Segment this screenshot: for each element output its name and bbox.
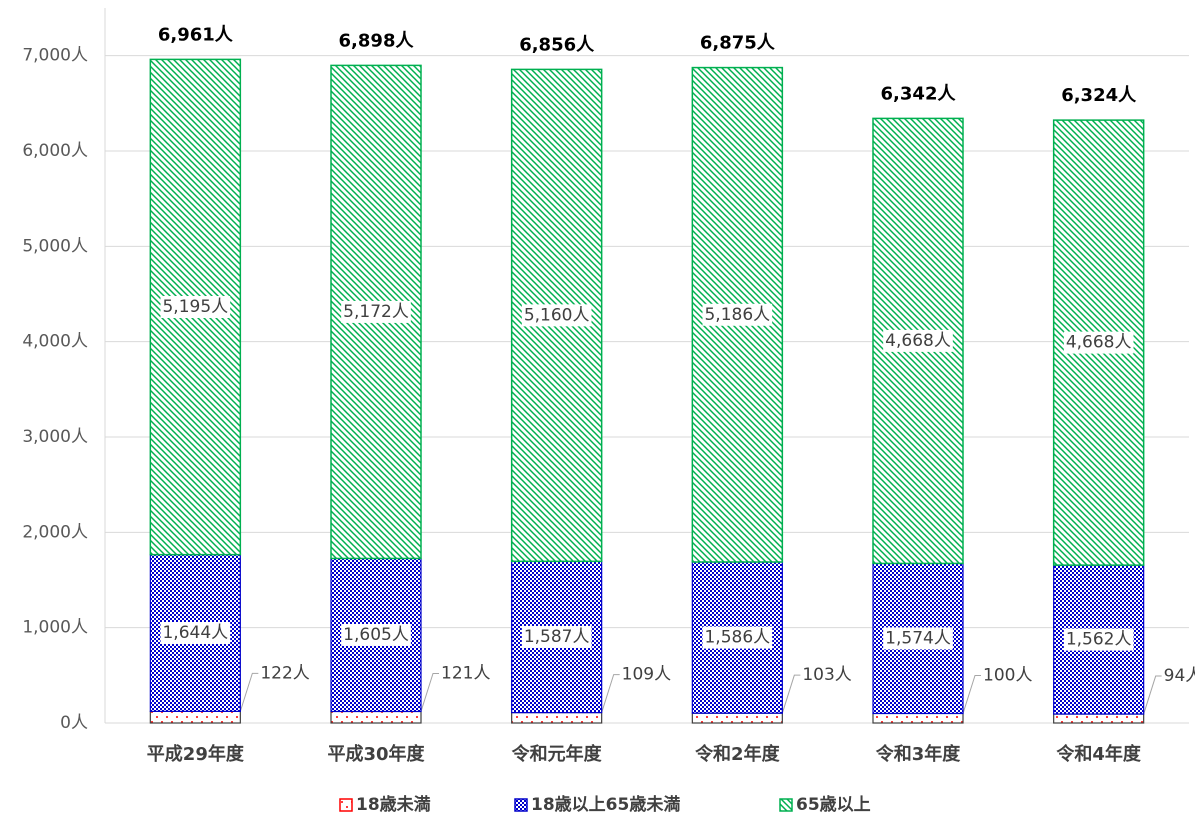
- bar-segment: [511, 712, 603, 724]
- total-label: 6,324人: [1061, 85, 1137, 106]
- data-label: 4,668人: [885, 331, 951, 351]
- x-tick-label: 平成29年度: [147, 743, 245, 765]
- total-label: 6,961人: [158, 24, 234, 45]
- legend-swatch: [514, 798, 528, 812]
- y-tick-label: 0人: [60, 713, 88, 733]
- y-tick-label: 2,000人: [22, 522, 88, 542]
- data-label-bg: [883, 627, 953, 650]
- bar-segment: [872, 712, 964, 724]
- leader-line: [420, 672, 439, 712]
- legend-label: 18歳以上65歳未満: [531, 794, 680, 815]
- bar-segment: [691, 712, 783, 724]
- x-tick-label: 令和2年度: [694, 743, 781, 765]
- legend-swatch: [779, 798, 793, 812]
- y-tick-label: 1,000人: [22, 618, 88, 638]
- leader-line: [781, 674, 801, 714]
- data-label-bg: [702, 626, 773, 649]
- data-label: 121人: [441, 663, 490, 683]
- x-tick-label: 平成30年度: [327, 743, 425, 765]
- data-label: 103人: [802, 665, 851, 685]
- data-label-bg: [883, 329, 953, 352]
- data-label: 5,160人: [524, 305, 590, 325]
- leader-line: [239, 672, 259, 712]
- total-label: 6,856人: [519, 34, 595, 55]
- y-tick-label: 4,000人: [22, 332, 88, 352]
- x-tick-label: 令和4年度: [1055, 743, 1142, 765]
- total-label: 6,898人: [339, 30, 415, 51]
- data-label-bg: [1063, 628, 1134, 651]
- data-label-bg: [1063, 331, 1134, 354]
- data-label: 1,587人: [524, 627, 590, 647]
- data-label: 5,195人: [162, 297, 228, 317]
- leader-line: [962, 674, 981, 714]
- bar-segment: [1053, 713, 1145, 724]
- data-label: 4,668人: [1066, 333, 1132, 353]
- legend-label: 65歳以上: [796, 794, 871, 815]
- y-tick-label: 6,000人: [22, 141, 88, 161]
- data-label: 94人: [1164, 666, 1195, 686]
- x-tick-label: 令和3年度: [875, 743, 962, 765]
- data-label: 1,586人: [704, 628, 770, 648]
- x-tick-label: 令和元年度: [511, 743, 603, 765]
- data-label: 1,574人: [885, 628, 951, 648]
- data-label: 1,562人: [1066, 630, 1132, 650]
- bar-segment: [149, 710, 241, 724]
- data-label-bg: [160, 622, 231, 645]
- total-label: 6,875人: [700, 33, 776, 54]
- data-label: 109人: [622, 665, 671, 685]
- data-label: 122人: [260, 663, 309, 683]
- data-label-bg: [521, 304, 592, 327]
- data-label: 1,644人: [162, 623, 228, 643]
- total-label: 6,342人: [881, 83, 957, 104]
- bar-segment: [330, 710, 422, 724]
- y-tick-label: 3,000人: [22, 427, 88, 447]
- data-label-bg: [160, 296, 231, 319]
- data-label: 5,172人: [343, 302, 409, 322]
- legend-swatch: [339, 798, 353, 812]
- y-tick-label: 7,000人: [22, 46, 88, 66]
- legend-label: 18歳未満: [356, 794, 431, 815]
- data-label-bg: [521, 625, 592, 648]
- leader-line: [1143, 675, 1162, 715]
- data-label-bg: [341, 623, 411, 646]
- data-label-bg: [702, 303, 773, 326]
- data-label: 100人: [983, 665, 1032, 685]
- data-label: 1,605人: [343, 625, 409, 645]
- y-tick-label: 5,000人: [22, 236, 88, 256]
- data-label: 5,186人: [704, 305, 770, 325]
- leader-line: [601, 674, 620, 713]
- data-label-bg: [341, 300, 411, 323]
